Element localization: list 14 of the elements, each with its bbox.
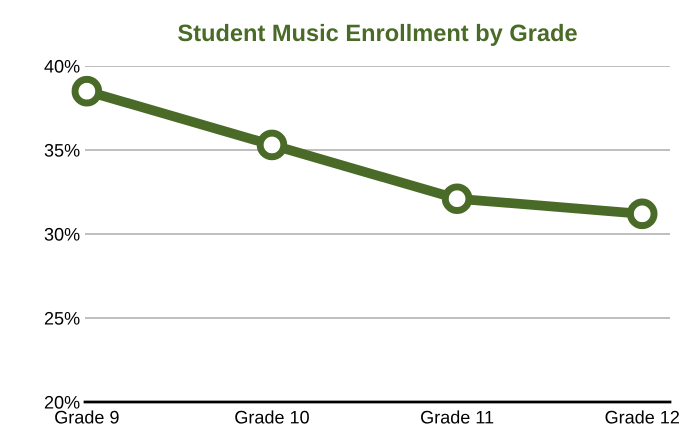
- chart-title: Student Music Enrollment by Grade: [178, 24, 577, 46]
- point: [256, 130, 288, 160]
- y-tick-label: 25%: [44, 312, 80, 325]
- x-tick-label: Grade 10: [235, 410, 309, 424]
- x-tick-label: Grade 11: [421, 410, 494, 424]
- point: [72, 76, 102, 106]
- y-tick-label: 30%: [44, 228, 80, 241]
- x-tick-label: Grade 9: [55, 410, 119, 424]
- x-tick-label: Grade 12: [606, 410, 679, 424]
- y-tick-label: 35%: [44, 144, 80, 157]
- point: [442, 183, 472, 214]
- y-tick-label: 20%: [44, 396, 80, 409]
- point: [626, 198, 658, 230]
- y-tick-label: 40%: [44, 60, 80, 73]
